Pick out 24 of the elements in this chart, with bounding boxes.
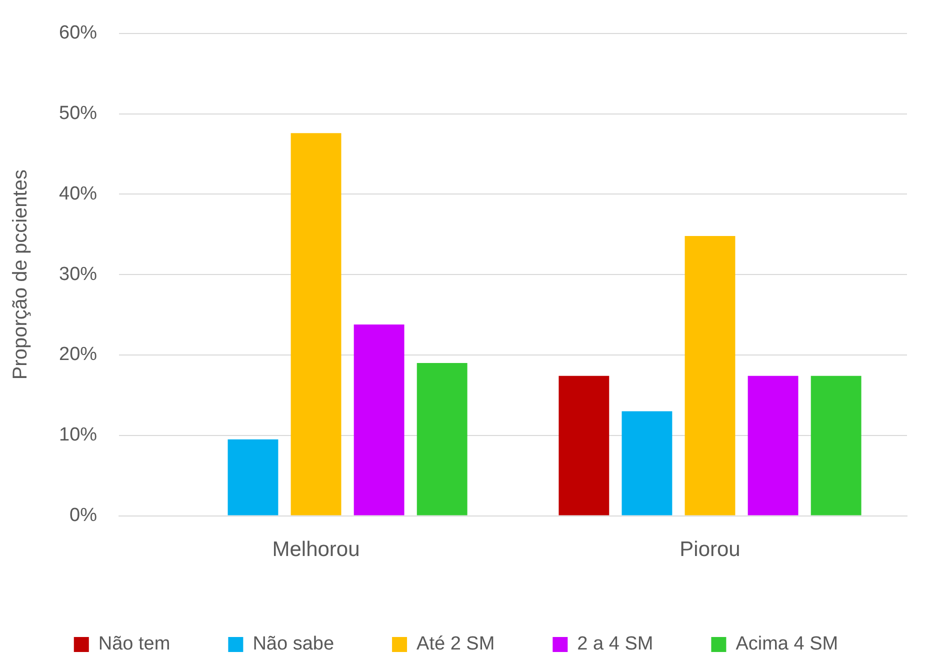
y-tick-label: 20% xyxy=(58,344,98,366)
y-tick-label: 30% xyxy=(58,264,98,285)
y-tick-label: 10% xyxy=(58,424,98,446)
bar xyxy=(228,439,278,516)
bar xyxy=(622,411,672,516)
x-tick-label: Melhorou xyxy=(272,538,360,562)
legend-label: Até 2 SM xyxy=(416,634,495,655)
legend-label: Não sabe xyxy=(252,634,334,655)
bar xyxy=(354,324,404,516)
y-tick-label: 0% xyxy=(70,505,98,526)
x-tick-label: Piorou xyxy=(680,538,740,562)
y-tick-label: 60% xyxy=(58,22,98,44)
y-axis-title: Proporção de pccientes xyxy=(10,170,32,380)
bar xyxy=(416,363,468,516)
bar xyxy=(810,376,862,516)
bar xyxy=(290,133,342,516)
legend-label: Não tem xyxy=(98,634,170,655)
legend-label: Acima 4 SM xyxy=(736,634,838,655)
y-tick-label: 40% xyxy=(58,183,98,204)
bar xyxy=(558,376,610,516)
legend-label: 2 a 4 SM xyxy=(577,634,654,655)
bar xyxy=(748,376,798,516)
y-tick-label: 50% xyxy=(58,103,98,124)
bar xyxy=(684,236,736,516)
